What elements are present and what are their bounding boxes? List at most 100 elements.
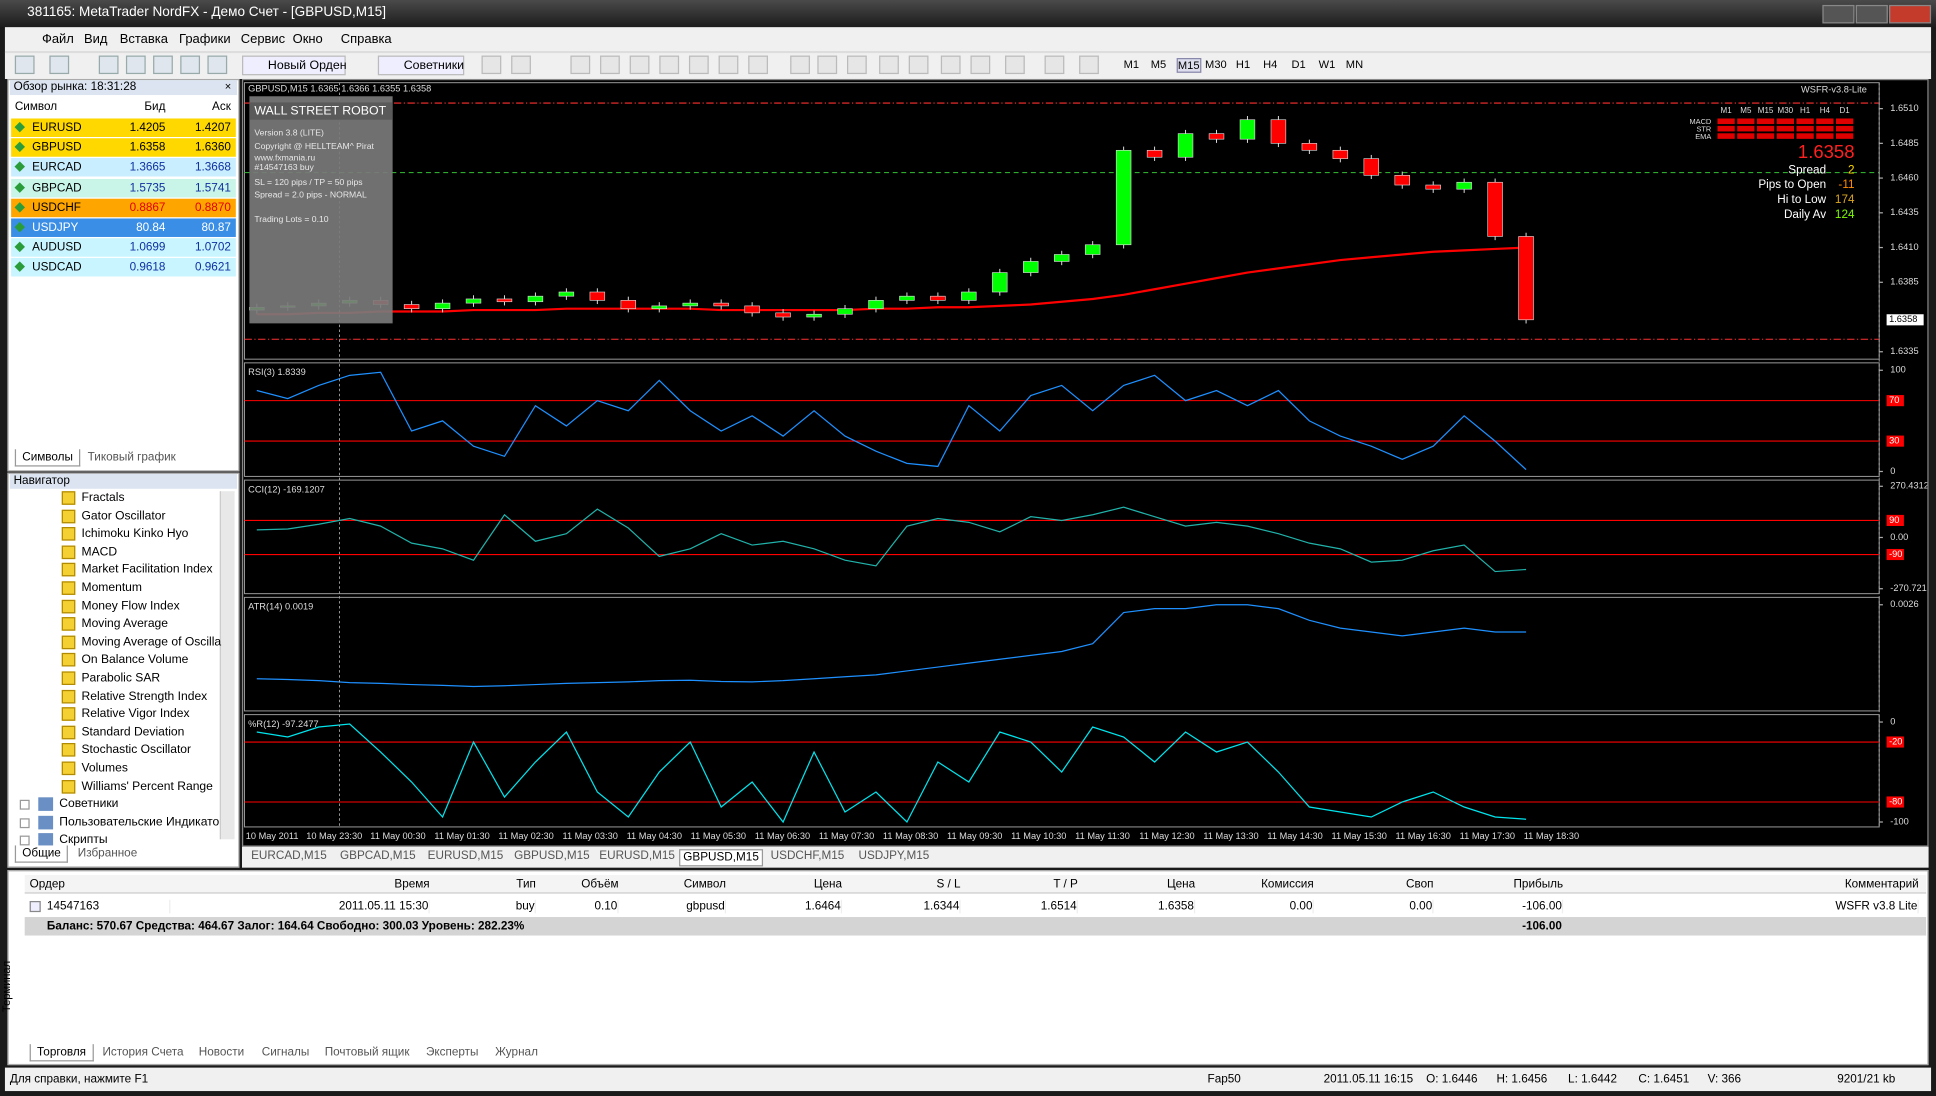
chart-tab[interactable]: GBPUSD,M15: [514, 849, 590, 863]
maximize-button[interactable]: [1855, 4, 1888, 24]
timeframe-button[interactable]: H4: [1263, 58, 1278, 71]
toolbar-icon[interactable]: [748, 55, 768, 75]
symbol-row[interactable]: [11, 118, 236, 137]
toolbar-icon[interactable]: [153, 55, 173, 75]
symbol-row[interactable]: [11, 218, 236, 237]
indicator-item[interactable]: Standard Deviation: [81, 725, 185, 740]
indicator-item[interactable]: Fractals: [81, 491, 125, 505]
indicator-item[interactable]: Stochastic Oscillator: [81, 743, 192, 758]
chart-tab[interactable]: USDCHF,M15: [770, 849, 845, 863]
panel-tab[interactable]: Символы: [14, 449, 81, 467]
toolbar-icon[interactable]: [817, 55, 838, 75]
column-header[interactable]: Комментарий: [1844, 877, 1919, 892]
chart-tab[interactable]: USDJPY,M15: [858, 849, 930, 863]
indicator-item[interactable]: Moving Average: [81, 617, 169, 631]
indicator-item[interactable]: On Balance Volume: [81, 653, 189, 667]
menu-item[interactable]: Файл: [41, 32, 74, 47]
terminal-tab[interactable]: Эксперты: [425, 1045, 479, 1059]
toolbar-icon[interactable]: [49, 55, 70, 75]
toolbar-icon[interactable]: [1044, 55, 1065, 75]
toolbar-icon[interactable]: [1079, 55, 1099, 75]
timeframe-button[interactable]: MN: [1345, 58, 1364, 71]
toolbar-icon[interactable]: [14, 55, 35, 75]
close-button[interactable]: [1889, 4, 1932, 24]
chart-tab[interactable]: GBPUSD,M15: [679, 849, 764, 867]
column-header[interactable]: Символ: [683, 877, 726, 892]
indicator-item[interactable]: Money Flow Index: [81, 599, 180, 613]
toolbar-icon[interactable]: [659, 55, 680, 75]
column-header[interactable]: Объём: [581, 877, 619, 892]
menu-item[interactable]: Графики: [179, 32, 231, 47]
symbol-row[interactable]: [11, 178, 236, 197]
timeframe-button[interactable]: M15: [1176, 58, 1201, 73]
toolbar-icon[interactable]: [718, 55, 739, 75]
scrollbar[interactable]: [219, 491, 235, 840]
column-header[interactable]: Цена: [813, 877, 843, 892]
chart-tab[interactable]: EURCAD,M15: [251, 849, 327, 863]
group-item[interactable]: Скрипты: [59, 833, 108, 847]
toolbar-icon[interactable]: [846, 55, 867, 75]
group-item[interactable]: Советники: [59, 797, 119, 811]
toolbar-icon[interactable]: [207, 55, 228, 75]
toolbar-icon[interactable]: [1005, 55, 1025, 75]
terminal-tab[interactable]: История Счета: [102, 1045, 184, 1059]
tree-expander[interactable]: [19, 799, 30, 810]
timeframe-button[interactable]: H1: [1235, 58, 1251, 71]
tree-expander[interactable]: [19, 817, 30, 828]
symbol-row[interactable]: [11, 198, 236, 217]
terminal-tab[interactable]: Новости: [198, 1045, 245, 1059]
group-item[interactable]: Пользовательские Индикато: [59, 815, 220, 829]
toolbar-icon[interactable]: [908, 55, 929, 75]
column-header[interactable]: T / P: [1053, 877, 1078, 892]
terminal-tab[interactable]: Почтовый ящик: [324, 1045, 410, 1059]
toolbar-icon[interactable]: [940, 55, 961, 75]
column-header[interactable]: Время: [394, 877, 430, 892]
indicator-item[interactable]: MACD: [81, 545, 118, 559]
menu-item[interactable]: Справка: [340, 32, 392, 47]
indicator-item[interactable]: Gator Oscillator: [81, 509, 166, 523]
toolbar-icon[interactable]: [511, 55, 531, 75]
timeframe-button[interactable]: W1: [1318, 58, 1336, 71]
timeframe-button[interactable]: M5: [1150, 58, 1167, 71]
symbol-row[interactable]: [11, 238, 236, 257]
toolbar-icon[interactable]: [629, 55, 650, 75]
column-header[interactable]: Цена: [1166, 877, 1196, 892]
toolbar-icon[interactable]: [481, 55, 502, 75]
column-header[interactable]: Комиссия: [1261, 877, 1314, 892]
indicator-item[interactable]: Relative Vigor Index: [81, 707, 190, 722]
symbol-row[interactable]: [11, 138, 236, 157]
toolbar-icon[interactable]: [570, 55, 591, 75]
timeframe-button[interactable]: M30: [1205, 58, 1227, 71]
symbol-row[interactable]: [11, 258, 236, 277]
menu-item[interactable]: Вид: [83, 32, 108, 47]
panel-tab[interactable]: Общие: [14, 845, 69, 863]
column-header[interactable]: Ордер: [29, 877, 65, 892]
indicator-item[interactable]: Market Facilitation Index: [81, 563, 213, 577]
toolbar-icon[interactable]: [600, 55, 620, 75]
column-header[interactable]: Своп: [1406, 877, 1434, 892]
panel-tab[interactable]: Тиковый график: [87, 450, 176, 465]
terminal-tab[interactable]: Журнал: [495, 1045, 538, 1059]
indicator-item[interactable]: Williams' Percent Range: [81, 779, 213, 794]
terminal-tab[interactable]: Сигналы: [261, 1045, 310, 1059]
chart-tab[interactable]: GBPCAD,M15: [340, 849, 416, 863]
terminal-tab[interactable]: Торговля: [29, 1044, 94, 1062]
menu-item[interactable]: Вставка: [119, 32, 168, 47]
menu-item[interactable]: Сервис: [240, 32, 286, 47]
toolbar-icon[interactable]: [688, 55, 709, 75]
timeframe-button[interactable]: M1: [1123, 58, 1140, 71]
experts-button[interactable]: Советники: [377, 55, 465, 76]
minimize-button[interactable]: [1822, 4, 1855, 24]
tree-expander[interactable]: [19, 835, 30, 846]
indicator-item[interactable]: Volumes: [81, 761, 128, 776]
indicator-item[interactable]: Moving Average of Oscilla: [81, 635, 222, 649]
indicator-item[interactable]: Ichimoku Kinko Hyo: [81, 527, 189, 541]
column-header[interactable]: Тип: [516, 877, 536, 892]
chart-tab[interactable]: EURUSD,M15: [599, 849, 675, 863]
indicator-item[interactable]: Parabolic SAR: [81, 671, 161, 685]
indicator-item[interactable]: Momentum: [81, 581, 142, 595]
menu-item[interactable]: Окно: [292, 32, 323, 47]
toolbar-icon[interactable]: [180, 55, 201, 75]
toolbar-icon[interactable]: [790, 55, 810, 75]
symbol-row[interactable]: [11, 158, 236, 177]
